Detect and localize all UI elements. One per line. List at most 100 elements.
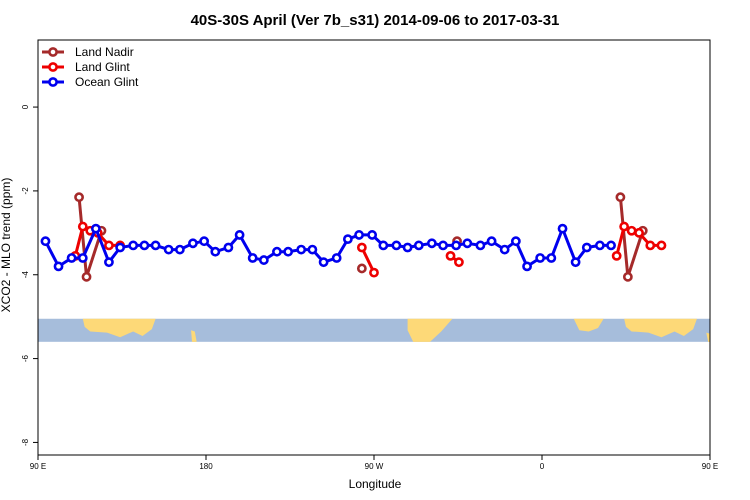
x-axis: 90 E 180 90 W 0 90 E bbox=[30, 455, 718, 471]
land-shape bbox=[191, 330, 197, 342]
data-point bbox=[413, 240, 424, 251]
y-tick-label: -6 bbox=[21, 354, 30, 362]
data-point bbox=[210, 246, 221, 257]
data-point bbox=[581, 242, 592, 253]
y-tick-label: -4 bbox=[21, 271, 30, 279]
data-point bbox=[570, 257, 581, 268]
data-point bbox=[66, 253, 77, 263]
data-point bbox=[645, 240, 656, 251]
data-point bbox=[606, 240, 616, 251]
data-point bbox=[139, 240, 150, 251]
legend-swatch-marker bbox=[48, 62, 58, 72]
data-point bbox=[454, 257, 464, 268]
data-point bbox=[475, 240, 486, 251]
series-land-glint bbox=[70, 221, 667, 278]
data-point bbox=[223, 242, 234, 253]
data-point bbox=[283, 246, 294, 257]
data-point bbox=[486, 236, 497, 247]
y-tick-label: 0 bbox=[21, 104, 30, 109]
series-ocean-glint bbox=[40, 223, 616, 272]
data-point bbox=[356, 263, 367, 274]
legend-label: Land Nadir bbox=[75, 45, 134, 59]
data-point bbox=[115, 242, 126, 253]
legend-label: Land Glint bbox=[75, 60, 130, 74]
data-point bbox=[77, 221, 88, 232]
data-point bbox=[258, 255, 269, 265]
data-point bbox=[74, 192, 84, 203]
data-point bbox=[53, 261, 64, 272]
land-shape bbox=[82, 318, 156, 338]
data-point bbox=[104, 240, 114, 251]
data-point bbox=[163, 244, 174, 255]
data-point bbox=[522, 261, 532, 272]
legend-swatch-marker bbox=[48, 77, 58, 87]
y-axis-label: XCO2 - MLO trend (ppm) bbox=[0, 178, 13, 313]
legend-item: Land Glint bbox=[42, 60, 130, 74]
data-point bbox=[104, 257, 114, 268]
chart-title: 40S-30S April (Ver 7b_s31) 2014-09-06 to… bbox=[191, 12, 560, 29]
series-layer bbox=[40, 192, 667, 282]
data-point bbox=[445, 250, 456, 261]
data-point bbox=[462, 238, 473, 249]
data-point bbox=[356, 242, 367, 253]
land-shape bbox=[624, 318, 697, 338]
data-point bbox=[546, 253, 557, 263]
legend-swatch-marker bbox=[48, 47, 58, 57]
map-strip bbox=[38, 318, 710, 342]
legend-item: Land Nadir bbox=[42, 45, 134, 59]
data-point bbox=[199, 236, 210, 247]
data-point bbox=[174, 244, 185, 255]
legend-label: Ocean Glint bbox=[75, 75, 139, 89]
data-point bbox=[354, 230, 364, 240]
data-point bbox=[622, 271, 633, 282]
data-point bbox=[391, 240, 402, 251]
data-point bbox=[594, 240, 605, 251]
y-tick-label: -8 bbox=[21, 438, 30, 446]
y-axis: 0 -2 -4 -6 -8 bbox=[21, 104, 38, 446]
data-point bbox=[128, 240, 139, 251]
data-point bbox=[402, 242, 413, 253]
data-point bbox=[656, 240, 667, 251]
x-tick-label: 90 E bbox=[702, 462, 718, 471]
data-point bbox=[150, 240, 161, 251]
ocean-band bbox=[38, 318, 710, 342]
data-point bbox=[342, 234, 353, 245]
data-point bbox=[510, 236, 521, 247]
data-point bbox=[234, 230, 245, 240]
x-tick-label: 90 W bbox=[365, 462, 384, 471]
x-tick-label: 0 bbox=[540, 462, 545, 471]
x-axis-label: Longitude bbox=[349, 477, 402, 491]
data-point bbox=[81, 271, 92, 282]
y-tick-label: -2 bbox=[21, 187, 30, 195]
data-point bbox=[188, 238, 198, 249]
x-tick-label: 90 E bbox=[30, 462, 46, 471]
data-point bbox=[619, 221, 630, 232]
data-point bbox=[369, 267, 379, 278]
data-point bbox=[535, 253, 546, 263]
data-point bbox=[272, 246, 282, 257]
data-point bbox=[426, 238, 437, 249]
land-shape bbox=[407, 318, 453, 342]
data-point bbox=[40, 236, 51, 247]
data-point bbox=[451, 240, 462, 251]
data-point bbox=[626, 225, 637, 236]
land-shape bbox=[573, 318, 604, 332]
data-point bbox=[77, 253, 88, 263]
data-point bbox=[438, 240, 448, 251]
land-shape bbox=[706, 332, 710, 342]
data-point bbox=[367, 230, 378, 240]
data-point bbox=[557, 223, 568, 234]
x-tick-label: 180 bbox=[199, 462, 213, 471]
legend-item: Ocean Glint bbox=[42, 75, 139, 89]
data-point bbox=[611, 250, 622, 261]
data-point bbox=[296, 244, 307, 255]
data-point bbox=[90, 223, 101, 234]
data-point bbox=[247, 253, 258, 263]
data-point bbox=[331, 253, 342, 263]
data-point bbox=[499, 244, 510, 255]
data-point bbox=[378, 240, 389, 251]
data-point bbox=[307, 244, 318, 255]
data-point bbox=[615, 192, 626, 203]
